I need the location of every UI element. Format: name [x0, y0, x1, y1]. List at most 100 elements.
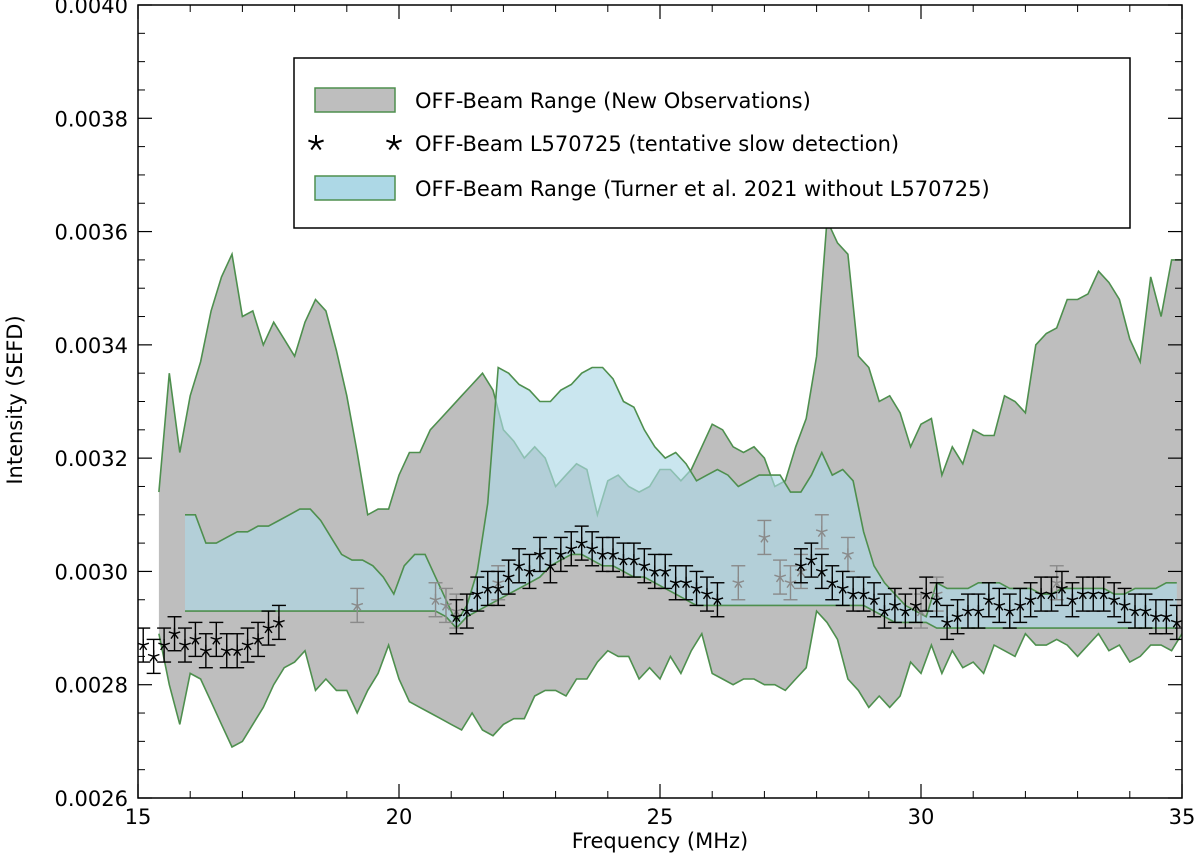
star-marker: [784, 576, 797, 589]
gray-band-lower-edge: [158, 609, 1182, 749]
star-marker: [158, 639, 171, 651]
star-marker: [575, 537, 588, 549]
star-marker: [951, 610, 964, 623]
target-point: [950, 599, 965, 635]
target-point: [710, 582, 725, 618]
target-point: [867, 582, 882, 618]
y-axis-label: Intensity (SEFD): [3, 315, 27, 484]
legend: OFF-Beam Range (New Observations) OFF-Be…: [293, 57, 1131, 229]
star-marker: [272, 616, 285, 628]
star-marker: [554, 548, 567, 560]
legend-star-marker: [386, 135, 402, 151]
star-marker: [982, 593, 995, 606]
star-marker: [888, 599, 901, 611]
target-point: [1138, 593, 1153, 629]
legend-box: [293, 57, 1131, 229]
target-point: [940, 604, 955, 641]
star-marker: [262, 622, 275, 634]
target-point: [1065, 582, 1080, 618]
target-point: [1044, 576, 1059, 612]
legend-swatch-gray: [314, 87, 396, 113]
target-point: [198, 633, 213, 669]
target-point: [261, 610, 276, 646]
star-marker: [513, 559, 526, 572]
star-marker: [732, 576, 745, 589]
reference-point: [783, 565, 798, 601]
target-point: [585, 531, 600, 567]
reference-point: [773, 559, 788, 595]
blue-band-upper-edge: [185, 366, 1177, 625]
target-point: [491, 570, 506, 607]
x-axis-label: Frequency (MHz): [572, 829, 748, 853]
y-tick-label: 0.0032: [55, 447, 128, 471]
star-marker: [758, 531, 771, 543]
target-point: [146, 638, 161, 675]
star-marker: [701, 588, 713, 600]
target-point: [908, 587, 923, 624]
star-marker: [1066, 593, 1079, 606]
legend-label-l570725: OFF-Beam L570725 (tentative slow detecti…: [415, 132, 899, 156]
star-marker: [429, 593, 442, 606]
star-marker: [351, 599, 364, 611]
star-marker: [1076, 588, 1089, 600]
target-point: [240, 627, 255, 663]
star-marker: [1160, 610, 1173, 623]
target-point: [1086, 576, 1101, 612]
star-marker: [502, 571, 515, 583]
star-marker: [1050, 576, 1063, 589]
reference-point: [814, 514, 829, 550]
target-point: [251, 621, 266, 658]
legend-item-l570725: OFF-Beam L570725 (tentative slow detecti…: [308, 132, 899, 156]
star-marker: [659, 565, 672, 577]
plot-frame: [137, 4, 1183, 799]
target-point: [574, 525, 589, 561]
target-point: [992, 587, 1007, 624]
star-marker: [440, 599, 452, 611]
target-point: [887, 587, 902, 624]
star-marker: [179, 639, 191, 651]
star-marker: [878, 605, 891, 617]
star-marker: [899, 605, 912, 617]
x-tick-label: 30: [908, 805, 935, 829]
y-tick-label: 0.0028: [55, 674, 128, 698]
star-marker: [1108, 593, 1121, 606]
reference-point: [757, 519, 772, 556]
star-marker: [252, 633, 265, 645]
target-point: [1148, 599, 1163, 635]
star-marker: [815, 565, 828, 577]
star-marker: [1014, 599, 1027, 611]
star-marker: [189, 633, 202, 645]
star-marker: [941, 616, 954, 628]
star-marker: [915, 605, 927, 617]
star-marker: [147, 650, 160, 662]
star-marker: [794, 559, 807, 572]
star-marker: [857, 588, 870, 600]
x-tick-label: 25: [647, 805, 674, 829]
star-marker: [847, 588, 860, 600]
target-point: [877, 593, 892, 629]
target-point: [699, 576, 714, 612]
target-point: [449, 599, 464, 635]
blue-band-fill: [185, 367, 1177, 629]
target-point: [814, 553, 829, 590]
legend-item-turner: OFF-Beam Range (Turner et al. 2021 witho…: [314, 175, 990, 201]
target-point: [177, 627, 192, 663]
star-marker: [544, 559, 557, 572]
target-point: [981, 582, 996, 618]
target-point: [929, 582, 944, 618]
star-marker: [210, 633, 223, 645]
y-tick-label: 0.0034: [55, 334, 128, 358]
target-points-layer: [138, 525, 1182, 675]
star-marker: [617, 554, 630, 566]
legend-item-new-observations: OFF-Beam Range (New Observations): [314, 87, 811, 113]
target-point: [1054, 570, 1069, 607]
star-marker: [868, 593, 880, 606]
star-marker: [1149, 610, 1162, 623]
star-marker: [1118, 599, 1131, 611]
target-point: [971, 593, 986, 629]
legend-star-path: [386, 135, 402, 151]
star-marker: [815, 525, 828, 538]
target-point: [856, 576, 871, 612]
target-point: [271, 604, 286, 641]
